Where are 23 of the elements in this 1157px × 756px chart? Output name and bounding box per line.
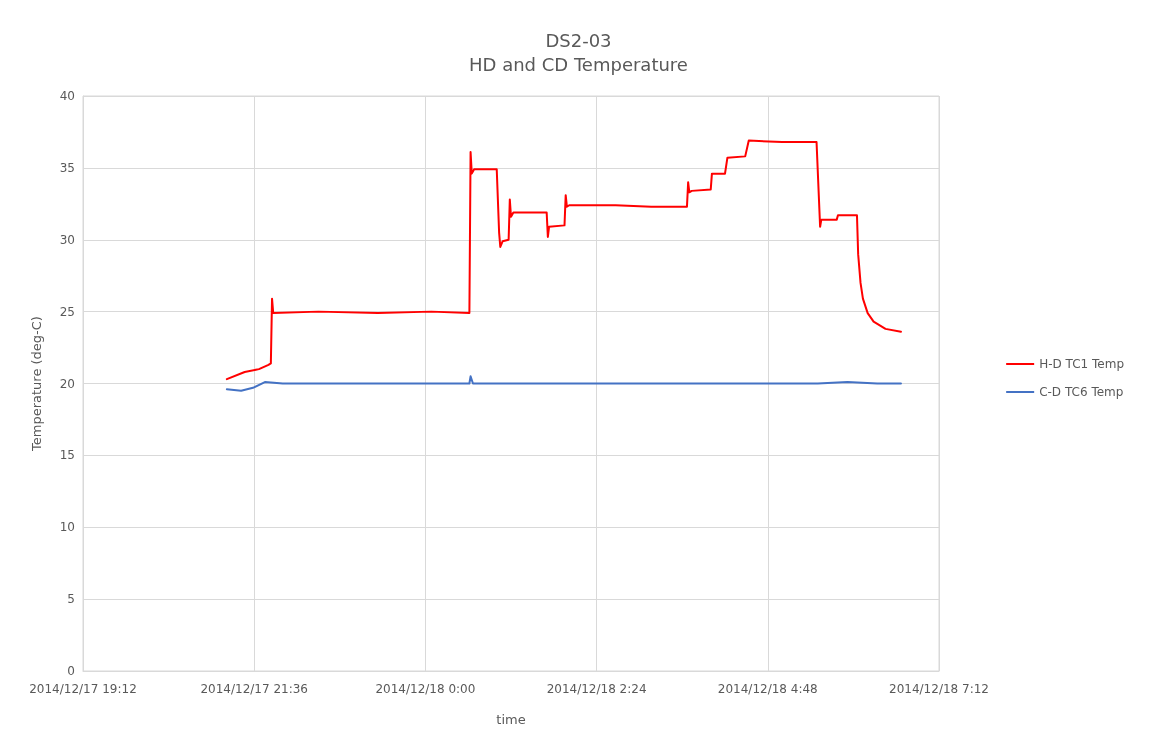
- y-tick-label: 30: [59, 232, 75, 247]
- line-series: [225, 375, 902, 392]
- x-tick-label: 2014/12/18 4:48: [717, 682, 818, 696]
- chart-title: DS2-03: [545, 29, 612, 51]
- legend-label: H-D TC1 Temp: [1039, 357, 1124, 371]
- chart-subtitle: HD and CD Temperature: [469, 53, 688, 75]
- legend-label: C-D TC6 Temp: [1039, 385, 1124, 399]
- y-tick-label: 15: [59, 448, 75, 463]
- x-tick-label: 2014/12/18 0:00: [375, 682, 476, 696]
- x-axis-title: time: [496, 712, 526, 727]
- y-tick-label: 35: [59, 160, 75, 175]
- y-tick-label: 0: [67, 664, 75, 678]
- x-tick-label: 2014/12/18 7:12: [889, 682, 989, 696]
- y-tick-label: 10: [59, 520, 75, 535]
- y-axis-title: Temperature (deg-C): [29, 316, 44, 452]
- x-tick-label: 2014/12/17 21:36: [200, 682, 308, 696]
- y-tick-label: 5: [67, 592, 75, 607]
- y-tick-label: 25: [59, 304, 75, 319]
- y-tick-label: 40: [59, 89, 75, 103]
- line-series: [225, 139, 902, 381]
- x-tick-label: 2014/12/17 19:12: [29, 682, 137, 696]
- y-tick-label: 20: [59, 376, 75, 391]
- x-tick-label: 2014/12/18 2:24: [546, 682, 647, 696]
